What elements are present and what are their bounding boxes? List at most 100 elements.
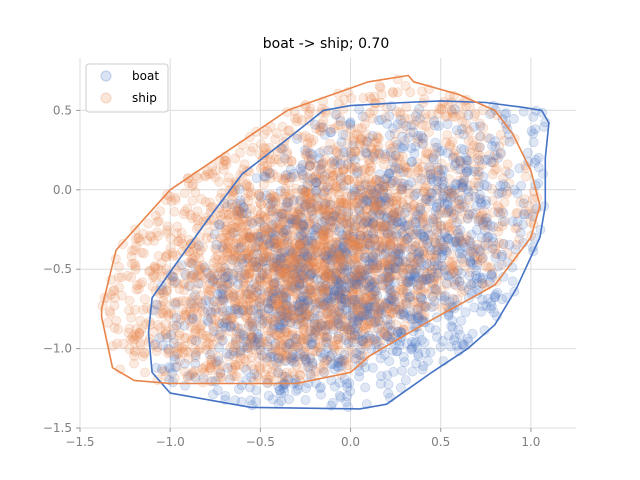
ship-point-2989: [302, 182, 313, 193]
ship-point-493: [161, 264, 172, 275]
ship-point-313: [342, 225, 353, 236]
boat-point-1421: [533, 162, 544, 173]
ship-point-2874: [294, 239, 305, 250]
ship-point-2441: [186, 256, 197, 267]
ship-point-273: [399, 242, 410, 253]
ship-point-97: [443, 184, 454, 195]
ship-point-2837: [390, 184, 401, 195]
ship-point-299: [458, 173, 469, 184]
boat-point-1394: [459, 175, 470, 186]
ship-point-2596: [219, 155, 230, 166]
ship-point-2312: [473, 214, 484, 225]
boat-point-960: [267, 394, 278, 405]
ship-point-2713: [362, 319, 373, 330]
ship-point-2981: [370, 147, 381, 158]
boat-point-1200: [539, 121, 550, 132]
ship-point-2544: [162, 348, 173, 359]
ship-point-5: [172, 341, 183, 352]
boat-point-1474: [437, 335, 448, 346]
boat-point-1040: [236, 380, 247, 391]
ship-point-375: [407, 261, 418, 272]
x-tick-label-2: −0.5: [246, 435, 275, 449]
ship-point-65: [418, 216, 429, 227]
ship-point-265: [336, 292, 347, 303]
ship-point-2996: [223, 288, 234, 299]
ship-point-281: [328, 303, 339, 314]
ship-point-61: [285, 309, 296, 320]
ship-point-2690: [267, 205, 278, 216]
boat-point-1329: [360, 146, 371, 157]
ship-point-68: [281, 259, 292, 270]
ship-point-487: [418, 246, 429, 257]
ship-point-164: [174, 355, 185, 366]
ship-point-2955: [429, 273, 440, 284]
ship-point-126: [236, 328, 247, 339]
ship-point-119: [280, 334, 291, 345]
ship-point-1442: [271, 128, 282, 139]
ship-point-432: [331, 109, 342, 120]
ship-point-161: [331, 206, 342, 217]
ship-point-322: [437, 189, 448, 200]
ship-point-257: [184, 306, 195, 317]
ship-point-314: [319, 272, 330, 283]
ship-point-2619: [327, 144, 338, 155]
ship-point-2784: [261, 313, 272, 324]
ship-point-2868: [254, 293, 265, 304]
ship-point-151: [386, 239, 397, 250]
ship-point-73: [129, 329, 140, 340]
ship-point-20: [284, 330, 295, 341]
ship-point-1914: [374, 80, 385, 91]
ship-point-831: [128, 358, 139, 369]
boat-point-1380: [300, 383, 311, 394]
ship-point-2305: [427, 250, 438, 261]
boat-point-1374: [411, 358, 422, 369]
ship-point-1435: [135, 315, 146, 326]
ship-point-2884: [312, 342, 323, 353]
ship-point-433: [136, 324, 147, 335]
ship-point-182: [338, 216, 349, 227]
ship-point-1854: [225, 212, 236, 223]
ship-point-373: [276, 232, 287, 243]
ship-point-2734: [246, 352, 257, 363]
ship-point-252: [300, 298, 311, 309]
ship-point-48: [296, 252, 307, 263]
ship-point-406: [285, 353, 296, 364]
ship-point-2851: [408, 305, 419, 316]
ship-point-383: [354, 251, 365, 262]
ship-point-2842: [305, 150, 316, 161]
boat-point-416: [430, 137, 441, 148]
ship-point-2471: [412, 173, 423, 184]
ship-point-2828: [314, 296, 325, 307]
ship-point-403: [233, 233, 244, 244]
ship-point-118: [348, 251, 359, 262]
ship-point-231: [427, 278, 438, 289]
ship-point-452: [289, 113, 300, 124]
ship-point-122: [384, 309, 395, 320]
ship-point-435: [238, 208, 249, 219]
ship-point-308: [436, 175, 447, 186]
ship-point-91: [273, 258, 284, 269]
boat-point-1033: [351, 348, 362, 359]
ship-point-2998: [388, 236, 399, 247]
ship-point-2523: [359, 293, 370, 304]
ship-point-96: [280, 261, 291, 272]
boat-point-1397: [486, 297, 497, 308]
ship-point-89: [169, 206, 180, 217]
ship-point-427: [355, 270, 366, 281]
ship-point-121: [327, 175, 338, 186]
ship-point-288: [379, 328, 390, 339]
boat-point-1172: [497, 249, 508, 260]
ship-point-2943: [243, 195, 254, 206]
ship-point-259: [350, 161, 361, 172]
ship-point-51: [391, 199, 402, 210]
ship-point-2116: [454, 156, 465, 167]
ship-point-263: [174, 284, 185, 295]
boat-point-1300: [264, 168, 275, 179]
ship-point-2885: [318, 264, 329, 275]
ship-point-116: [311, 319, 322, 330]
ship-point-2965: [332, 333, 343, 344]
ship-point-423: [361, 299, 372, 310]
ship-point-2498: [139, 294, 150, 305]
ship-point-2617: [276, 157, 287, 168]
